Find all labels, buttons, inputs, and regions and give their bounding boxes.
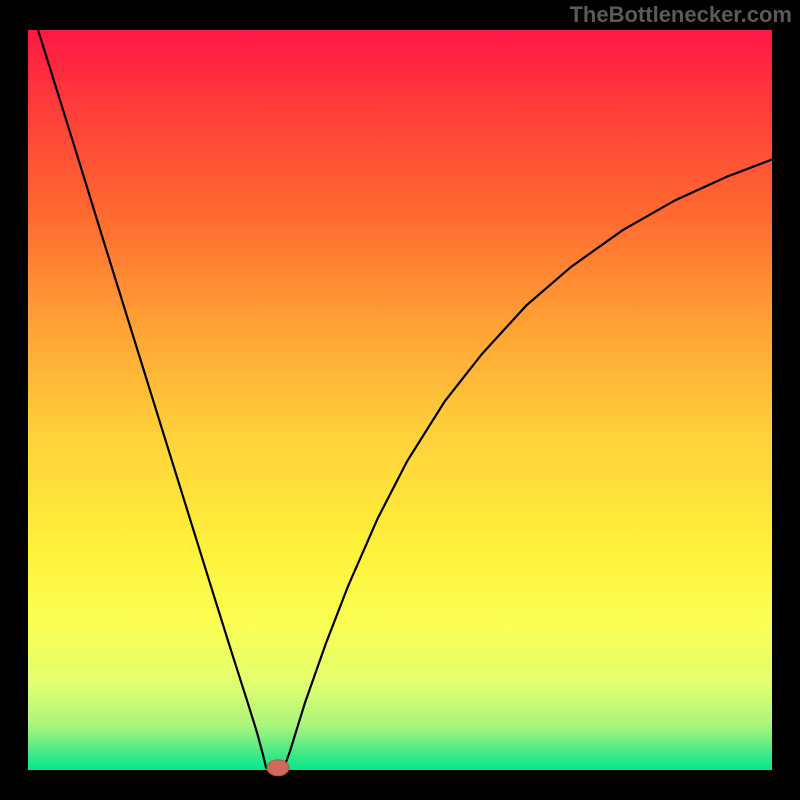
chart-stage: TheBottlenecker.com (0, 0, 800, 800)
gradient-background (28, 30, 772, 770)
optimal-point-marker (267, 760, 289, 776)
chart-svg (0, 0, 800, 800)
